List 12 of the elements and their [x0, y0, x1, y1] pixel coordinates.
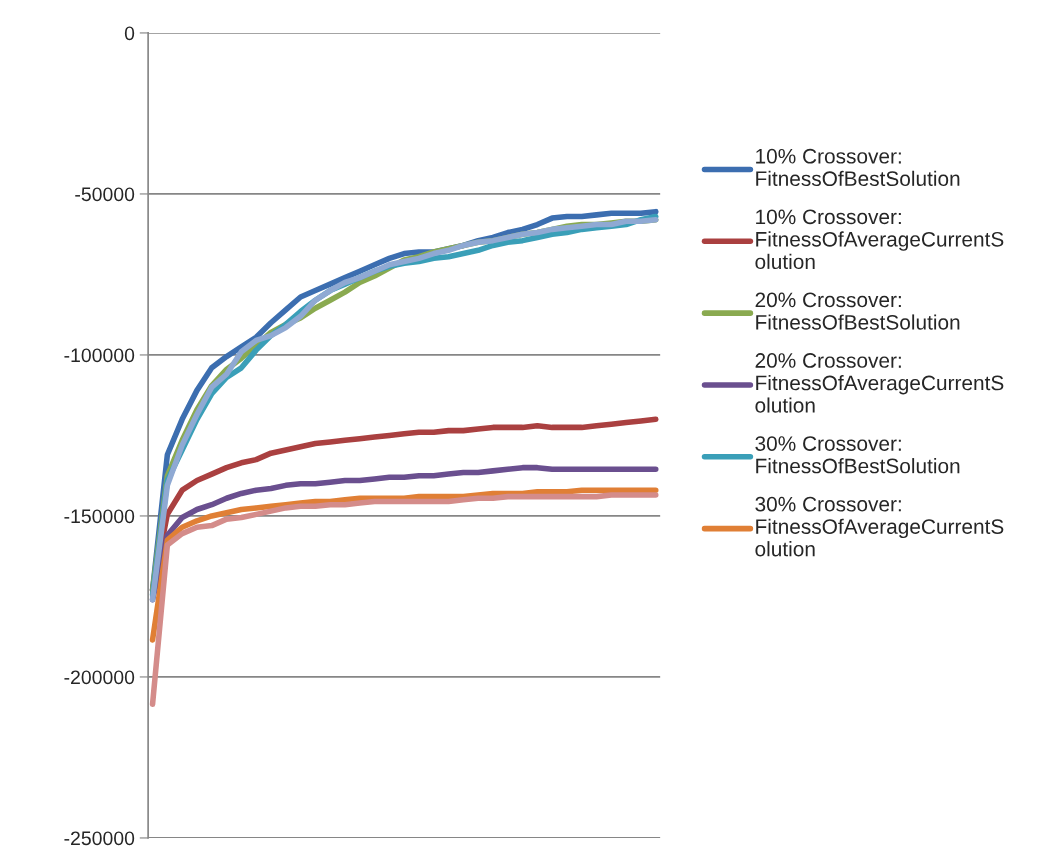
y-tick-label: 0: [124, 26, 135, 41]
legend-label: 30% Crossover: FitnessOfAverageCurrentS olution: [755, 496, 1004, 557]
legend-label: 10% Crossover: FitnessOfBestSolution: [756, 148, 960, 187]
y-tick-label: -250000: [64, 831, 135, 846]
legend-label: 10% Crossover: FitnessOfAverageCurrentS olution: [755, 209, 1004, 270]
legend-label: 20% Crossover: FitnessOfBestSolution: [755, 292, 960, 330]
legend-label: 30% Crossover: FitnessOfBestSolution: [755, 436, 960, 474]
y-tick-label: -150000: [64, 509, 135, 524]
y-tick-label: -100000: [64, 348, 135, 363]
y-tick-label: -200000: [64, 670, 135, 685]
legend-label: 20% Crossover: FitnessOfAverageCurrentS olution: [755, 353, 1004, 413]
y-tick-label: -50000: [75, 187, 135, 202]
